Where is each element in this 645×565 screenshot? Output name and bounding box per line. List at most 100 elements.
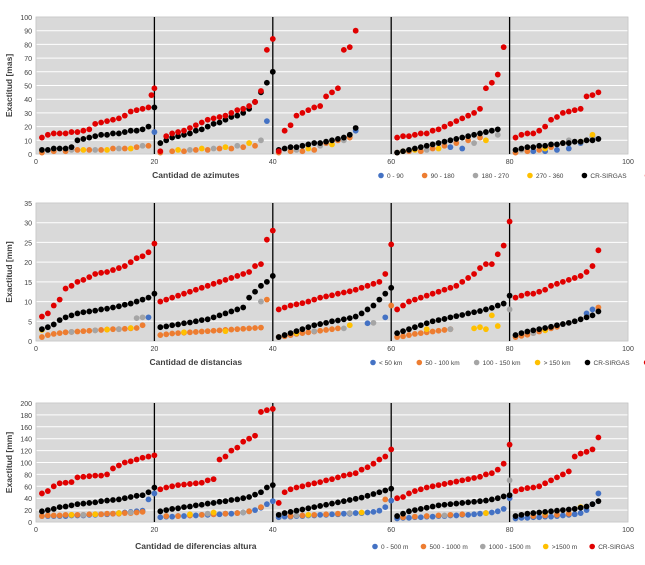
plot-border bbox=[35, 402, 629, 523]
data-point bbox=[589, 446, 596, 453]
data-point bbox=[376, 278, 383, 285]
data-point bbox=[305, 107, 312, 114]
data-point bbox=[589, 263, 596, 269]
data-point bbox=[204, 123, 211, 130]
data-point bbox=[388, 446, 395, 453]
data-point bbox=[246, 494, 253, 500]
data-point bbox=[364, 320, 371, 327]
data-point bbox=[329, 318, 335, 325]
data-point bbox=[121, 301, 128, 308]
data-point bbox=[388, 241, 395, 248]
data-point bbox=[447, 511, 454, 518]
data-point bbox=[400, 133, 406, 140]
data-point bbox=[74, 474, 81, 481]
data-point bbox=[151, 129, 158, 135]
data-point bbox=[121, 263, 128, 269]
data-point bbox=[133, 127, 140, 134]
data-point bbox=[175, 482, 181, 489]
data-point bbox=[133, 298, 140, 305]
data-point bbox=[110, 465, 116, 472]
data-point bbox=[216, 456, 223, 463]
data-point bbox=[340, 498, 347, 505]
data-point bbox=[198, 501, 205, 508]
data-point bbox=[104, 326, 110, 333]
data-point bbox=[406, 508, 412, 515]
data-point bbox=[198, 317, 205, 324]
data-point bbox=[400, 510, 406, 517]
data-point bbox=[204, 116, 211, 123]
data-point bbox=[139, 454, 146, 461]
data-point bbox=[346, 471, 353, 478]
data-point bbox=[382, 504, 389, 511]
data-point bbox=[68, 479, 75, 486]
data-point bbox=[110, 497, 116, 503]
data-point bbox=[104, 146, 110, 153]
data-point bbox=[411, 131, 418, 138]
data-point bbox=[317, 327, 324, 334]
series-1000-1500-m bbox=[80, 477, 513, 519]
legend-label: > 150 km bbox=[544, 360, 571, 367]
data-point bbox=[56, 504, 63, 511]
legend-marker bbox=[527, 172, 533, 179]
data-point bbox=[133, 255, 140, 262]
data-point bbox=[530, 144, 537, 151]
data-point bbox=[204, 146, 211, 153]
data-point bbox=[565, 319, 572, 326]
data-point bbox=[548, 282, 554, 289]
data-point bbox=[293, 144, 300, 151]
data-point bbox=[554, 507, 560, 514]
data-point bbox=[210, 327, 217, 334]
data-point bbox=[583, 314, 590, 321]
data-point bbox=[340, 316, 347, 323]
data-point bbox=[429, 141, 436, 148]
data-point bbox=[423, 326, 430, 333]
data-point bbox=[299, 110, 306, 116]
data-point bbox=[447, 479, 454, 486]
data-point bbox=[305, 329, 312, 336]
data-point bbox=[429, 503, 436, 510]
data-point bbox=[394, 513, 401, 519]
data-point bbox=[477, 473, 483, 480]
data-point bbox=[210, 500, 217, 506]
data-point bbox=[293, 301, 300, 308]
data-point bbox=[494, 495, 501, 502]
data-point bbox=[293, 112, 300, 119]
data-point bbox=[39, 334, 45, 340]
data-point bbox=[169, 330, 176, 337]
data-point bbox=[44, 324, 51, 331]
data-point bbox=[287, 122, 294, 129]
data-point bbox=[453, 313, 460, 320]
data-point bbox=[335, 290, 341, 297]
data-point bbox=[435, 145, 442, 152]
data-point bbox=[127, 509, 134, 516]
data-point bbox=[86, 327, 93, 334]
data-point bbox=[74, 278, 81, 285]
data-point bbox=[536, 142, 543, 149]
data-point bbox=[240, 495, 247, 502]
data-point bbox=[447, 326, 454, 333]
data-point bbox=[169, 483, 176, 490]
data-point bbox=[364, 282, 371, 289]
data-point bbox=[44, 512, 51, 519]
data-point bbox=[323, 293, 329, 300]
x-tick-label: 100 bbox=[622, 159, 634, 166]
data-point bbox=[453, 136, 460, 142]
data-point bbox=[329, 141, 335, 148]
data-point bbox=[269, 498, 276, 505]
data-point bbox=[583, 503, 590, 510]
data-point bbox=[471, 325, 477, 332]
data-point bbox=[340, 472, 347, 479]
data-point bbox=[352, 510, 359, 516]
data-point bbox=[133, 325, 140, 331]
data-point bbox=[157, 148, 164, 155]
data-point bbox=[340, 510, 347, 517]
data-point bbox=[115, 130, 122, 137]
y-tick-label: 200 bbox=[20, 401, 32, 408]
data-point bbox=[465, 133, 472, 140]
data-point bbox=[115, 326, 122, 333]
data-point bbox=[139, 142, 146, 149]
data-point bbox=[157, 514, 164, 521]
data-point bbox=[222, 276, 229, 283]
data-point bbox=[483, 85, 489, 92]
data-point bbox=[139, 492, 146, 499]
